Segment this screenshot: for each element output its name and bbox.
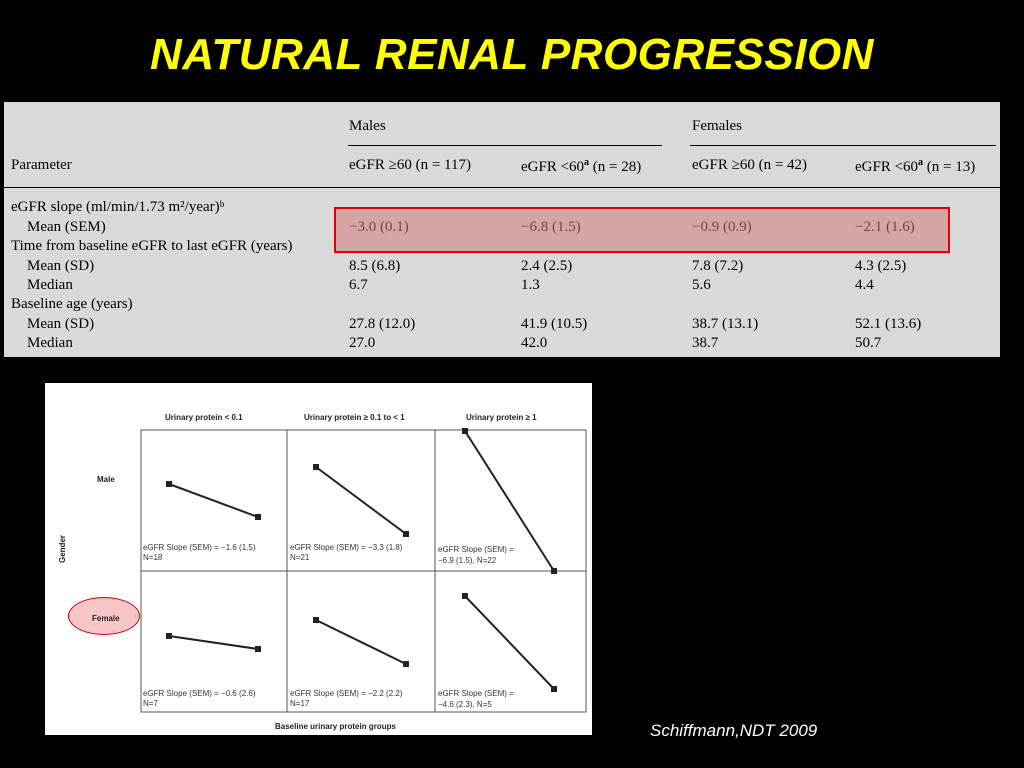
slope-point bbox=[403, 661, 409, 667]
table-top-rule bbox=[4, 101, 1000, 102]
table-cell: 52.1 (13.6) bbox=[855, 316, 922, 332]
slope-point bbox=[551, 568, 557, 574]
slope-point bbox=[166, 481, 172, 487]
females-group-rule bbox=[690, 145, 996, 146]
figure-grid bbox=[140, 428, 587, 713]
table-cell: 7.8 (7.2) bbox=[692, 258, 744, 274]
table-cell: 2.4 (2.5) bbox=[521, 258, 573, 274]
cell-caption-female-1a: eGFR Slope (SEM) = −0.6 (2.6) bbox=[143, 689, 256, 698]
slope-point bbox=[462, 593, 468, 599]
row-label: Median bbox=[27, 335, 73, 351]
table-cell: 38.7 (13.1) bbox=[692, 316, 759, 332]
slope-point bbox=[313, 617, 319, 623]
cell-caption-female-3a: eGFR Slope (SEM) = bbox=[438, 689, 514, 698]
slope-line bbox=[168, 635, 259, 650]
slope-figure: Urinary protein < 0.1 Urinary protein ≥ … bbox=[45, 383, 592, 735]
cell-caption-male-1b: N=18 bbox=[143, 553, 163, 562]
cell-caption-female-2a: eGFR Slope (SEM) = −2.2 (2.2) bbox=[290, 689, 403, 698]
col-header-male-egfr-high: eGFR ≥60 (n = 117) bbox=[349, 157, 471, 173]
row-label: Baseline age (years) bbox=[11, 296, 133, 312]
slope-point bbox=[313, 464, 319, 470]
row-label: eGFR slope (ml/min/1.73 m²/year)ᵇ bbox=[11, 199, 225, 215]
fig-col-header-1: Urinary protein < 0.1 bbox=[165, 413, 243, 422]
row-label: Mean (SD) bbox=[27, 258, 95, 274]
slope-line bbox=[315, 466, 407, 535]
cell-caption-male-3b: −6.9 (1.5), N=22 bbox=[438, 556, 497, 565]
table-cell: 8.5 (6.8) bbox=[349, 258, 401, 274]
table-cell: 41.9 (10.5) bbox=[521, 316, 588, 332]
cell-caption-male-3a: eGFR Slope (SEM) = bbox=[438, 545, 514, 554]
citation: Schiffmann,NDT 2009 bbox=[650, 721, 818, 740]
slide-title: NATURAL RENAL PROGRESSION bbox=[150, 30, 874, 79]
cell-caption-female-1b: N=7 bbox=[143, 699, 158, 708]
fig-col-header-2: Urinary protein ≥ 0.1 to < 1 bbox=[304, 413, 405, 422]
slope-point bbox=[551, 686, 557, 692]
col-header-female-egfr-low: eGFR <60a (n = 13) bbox=[855, 157, 976, 175]
table-cell: 38.7 bbox=[692, 335, 719, 351]
group-header-females: Females bbox=[692, 118, 742, 134]
fig-col-header-3: Urinary protein ≥ 1 bbox=[466, 413, 537, 422]
slope-point bbox=[255, 514, 261, 520]
slope-line bbox=[168, 483, 259, 518]
table-cell: 1.3 bbox=[521, 277, 540, 293]
slope-line bbox=[464, 430, 555, 572]
slope-point bbox=[166, 633, 172, 639]
cell-caption-male-2a: eGFR Slope (SEM) = −3.3 (1.8) bbox=[290, 543, 403, 552]
cell-caption-male-2b: N=21 bbox=[290, 553, 310, 562]
table-cell: 5.6 bbox=[692, 277, 711, 293]
slope-line bbox=[464, 595, 555, 690]
cell-caption-female-2b: N=17 bbox=[290, 699, 310, 708]
table-cell: 42.0 bbox=[521, 335, 548, 351]
cell-caption-female-3b: −4.6 (2.3), N=5 bbox=[438, 700, 492, 709]
table-cell: 27.0 bbox=[349, 335, 376, 351]
fig-row-header-male: Male bbox=[97, 475, 115, 484]
slope-line bbox=[315, 619, 407, 665]
group-header-males: Males bbox=[349, 118, 386, 134]
slope-point bbox=[255, 646, 261, 652]
table-cell: 50.7 bbox=[855, 335, 882, 351]
col-header-female-egfr-high: eGFR ≥60 (n = 42) bbox=[692, 157, 808, 173]
row-label: Mean (SEM) bbox=[27, 219, 106, 235]
table-cell: 4.3 (2.5) bbox=[855, 258, 907, 274]
col-header-parameter: Parameter bbox=[11, 157, 72, 173]
row-label: Median bbox=[27, 277, 73, 293]
fig-y-axis-label: Gender bbox=[58, 534, 67, 563]
col-header-male-egfr-low: eGFR <60a (n = 28) bbox=[521, 157, 642, 175]
fig-x-axis-label: Baseline urinary protein groups bbox=[275, 722, 396, 731]
header-bottom-rule bbox=[4, 187, 1000, 188]
row-label: Mean (SD) bbox=[27, 316, 95, 332]
table-cell: 27.8 (12.0) bbox=[349, 316, 416, 332]
fig-row-header-female: Female bbox=[92, 614, 120, 623]
cell-caption-male-1a: eGFR Slope (SEM) = −1.6 (1.5) bbox=[143, 543, 256, 552]
female-highlight-oval bbox=[68, 597, 140, 635]
row-label: Time from baseline eGFR to last eGFR (ye… bbox=[11, 238, 293, 254]
table-cell: 6.7 bbox=[349, 277, 368, 293]
table-cell: 4.4 bbox=[855, 277, 874, 293]
slope-point bbox=[462, 428, 468, 434]
slope-point bbox=[403, 531, 409, 537]
males-group-rule bbox=[348, 145, 662, 146]
highlight-box bbox=[334, 207, 950, 253]
